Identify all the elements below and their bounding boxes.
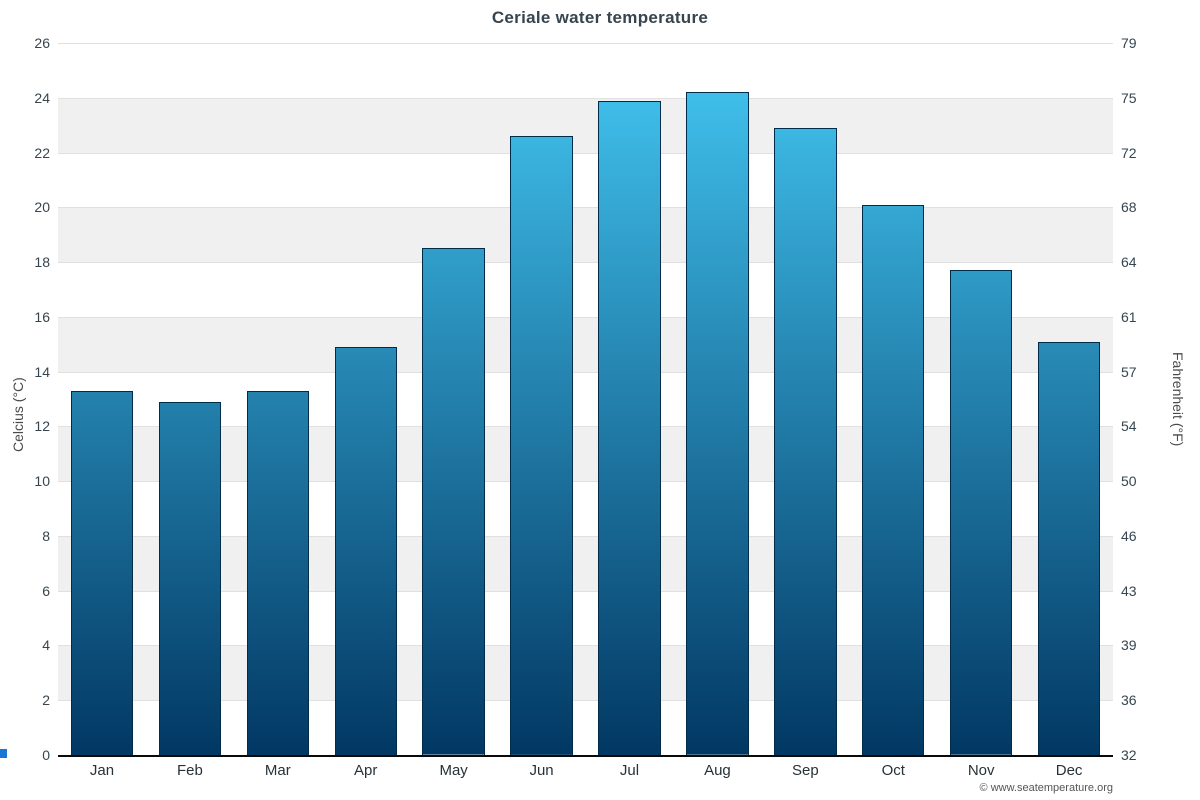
grid-band xyxy=(58,316,1113,372)
bar-slot-jul xyxy=(586,43,674,755)
grid-band xyxy=(58,43,1113,98)
copyright: © www.seatemperature.org xyxy=(979,782,1113,794)
grid-band xyxy=(58,481,1113,536)
y-tick-label-fahrenheit: 39 xyxy=(1121,637,1137,654)
grid-band xyxy=(58,371,1113,427)
bar-nov xyxy=(949,270,1013,755)
y-tick-label-fahrenheit: 75 xyxy=(1121,89,1137,106)
bar-slot-oct xyxy=(849,43,937,755)
y-tick-label-fahrenheit: 61 xyxy=(1121,308,1137,325)
bar-may xyxy=(422,248,485,755)
y-tick-label-fahrenheit: 72 xyxy=(1121,144,1137,161)
grid-band xyxy=(58,207,1113,263)
x-tick-label-aug: Aug xyxy=(704,762,731,779)
bar-jul xyxy=(598,100,661,755)
x-tick-label-jan: Jan xyxy=(89,762,115,779)
bar-slot-feb xyxy=(146,43,234,755)
x-tick-label-may: May xyxy=(439,762,468,779)
y-axis-label-fahrenheit: Fahrenheit (°F) xyxy=(1170,352,1186,447)
y-tick-label-celsius: 24 xyxy=(34,89,50,106)
y-tick-label-celsius: 14 xyxy=(34,363,50,380)
grid-band xyxy=(58,152,1113,208)
grid-band xyxy=(58,426,1113,482)
bar-slot-dec xyxy=(1025,43,1113,755)
axis-origin-marker xyxy=(0,749,7,758)
y-tick-label-fahrenheit: 43 xyxy=(1121,582,1137,599)
x-tick-label-jul: Jul xyxy=(619,762,640,779)
y-tick-label-fahrenheit: 36 xyxy=(1121,692,1137,709)
y-tick-label-celsius: 20 xyxy=(34,199,50,216)
x-tick-label-sep: Sep xyxy=(791,762,819,779)
x-tick-label-jun: Jun xyxy=(529,762,554,779)
grid-band xyxy=(58,700,1113,755)
bar-jan xyxy=(70,390,134,755)
x-axis-labels: Jan Feb Mar Apr May Jun Jul Aug Sep Oct Nov Dec xyxy=(58,762,1113,779)
plot-area xyxy=(58,43,1113,757)
x-tick-label-oct: Oct xyxy=(881,762,905,779)
y-tick-label-celsius: 18 xyxy=(34,254,50,271)
x-tick-label-nov: Nov xyxy=(967,762,995,779)
y-tick-label-celsius: 2 xyxy=(42,692,50,709)
x-tick-label-feb: Feb xyxy=(176,762,203,779)
y-tick-label-fahrenheit: 57 xyxy=(1121,363,1137,380)
bar-series xyxy=(58,43,1113,755)
x-tick-label-dec: Dec xyxy=(1055,762,1083,779)
bar-mar xyxy=(246,390,310,755)
grid-band xyxy=(58,535,1113,591)
bar-slot-may xyxy=(410,43,498,755)
y-tick-label-fahrenheit: 50 xyxy=(1121,473,1137,490)
grid-band xyxy=(58,262,1113,317)
y-tick-label-celsius: 12 xyxy=(34,418,50,435)
y-tick-label-celsius: 16 xyxy=(34,308,50,325)
bar-jun xyxy=(510,136,573,755)
bar-apr xyxy=(334,346,397,755)
bar-oct xyxy=(862,204,925,755)
y-tick-label-fahrenheit: 64 xyxy=(1121,254,1137,271)
bar-feb xyxy=(158,401,222,755)
x-tick-label-apr: Apr xyxy=(354,762,378,779)
y-tick-label-celsius: 22 xyxy=(34,144,50,161)
plot-bands xyxy=(58,43,1113,755)
grid-band xyxy=(58,97,1113,153)
y-tick-label-celsius: 8 xyxy=(42,527,50,544)
bar-slot-sep xyxy=(761,43,849,755)
bar-aug xyxy=(686,92,749,755)
y-tick-label-celsius: 6 xyxy=(42,582,50,599)
y-tick-label-celsius: 0 xyxy=(42,747,50,763)
bar-dec xyxy=(1037,341,1101,755)
y-tick-label-celsius: 4 xyxy=(42,637,50,654)
bar-slot-apr xyxy=(322,43,410,755)
x-tick-label-mar: Mar xyxy=(264,762,291,779)
bar-sep xyxy=(774,127,837,755)
bar-slot-nov xyxy=(937,43,1025,755)
grid-band xyxy=(58,590,1113,646)
grid-band xyxy=(58,645,1113,701)
y-tick-label-fahrenheit: 32 xyxy=(1121,747,1137,763)
bar-slot-jun xyxy=(498,43,586,755)
y-axis-label-celsius: Celcius (°C) xyxy=(10,377,26,452)
bar-slot-mar xyxy=(234,43,322,755)
bar-slot-aug xyxy=(673,43,761,755)
y-tick-label-celsius: 10 xyxy=(34,473,50,490)
y-tick-label-fahrenheit: 68 xyxy=(1121,199,1137,216)
bar-slot-jan xyxy=(58,43,146,755)
y-tick-label-fahrenheit: 54 xyxy=(1121,418,1137,435)
chart-title: Ceriale water temperature xyxy=(491,8,709,27)
y-tick-label-fahrenheit: 46 xyxy=(1121,527,1137,544)
y-tick-label-fahrenheit: 79 xyxy=(1121,35,1137,51)
y-tick-label-celsius: 26 xyxy=(34,35,50,51)
